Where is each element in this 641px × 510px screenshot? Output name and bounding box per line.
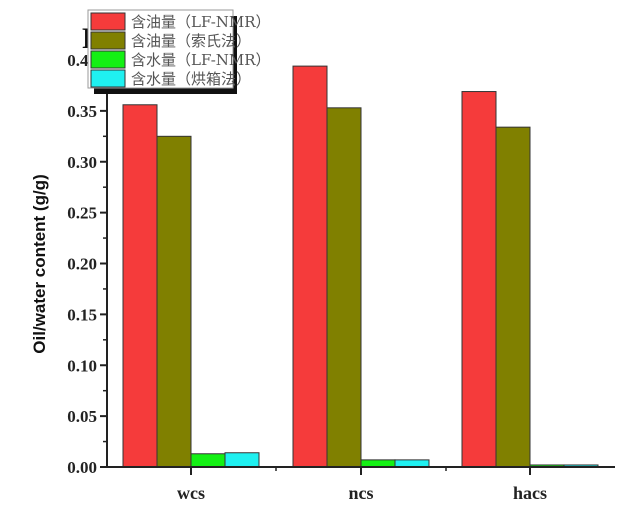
y-tick-label: 0.15 <box>67 305 97 324</box>
x-tick-label-ncs: ncs <box>348 483 373 503</box>
bar-wcs-series-4 <box>224 452 260 468</box>
legend-swatch-3 <box>90 50 126 69</box>
x-tick-label-hacs: hacs <box>513 483 547 503</box>
y-tick-label: 0.05 <box>67 407 97 426</box>
y-tick-label: 0.30 <box>67 153 97 172</box>
bar-ncs-series-4 <box>394 459 430 468</box>
legend-label-2: 含油量（索氏法） <box>131 32 251 50</box>
y-tick-label: 0.25 <box>67 204 97 223</box>
bar-ncs-series-2 <box>326 107 362 468</box>
bar-ncs-series-3 <box>360 459 396 468</box>
y-tick-label: 0.20 <box>67 255 97 274</box>
legend-swatch-2 <box>90 31 126 50</box>
legend-swatch-1 <box>90 12 126 31</box>
legend-label-4: 含水量（烘箱法） <box>131 70 251 88</box>
bar-wcs-series-2 <box>156 135 192 468</box>
bar-wcs-series-1 <box>122 104 158 468</box>
y-axis-label: Oil/water content (g/g) <box>30 174 49 353</box>
bar-hacs-series-1 <box>461 91 497 468</box>
legend-swatch-4 <box>90 69 126 88</box>
bar-hacs-series-2 <box>495 126 531 468</box>
y-tick-label: 0.00 <box>67 458 97 477</box>
legend: 含油量（LF-NMR）含油量（索氏法）含水量（LF-NMR）含水量（烘箱法） <box>87 9 271 94</box>
y-tick-label: 0.10 <box>67 356 97 375</box>
legend-label-1: 含油量（LF-NMR） <box>131 13 271 31</box>
legend-label-3: 含水量（LF-NMR） <box>131 51 271 69</box>
y-tick-label: 0.35 <box>67 102 97 121</box>
bar-wcs-series-3 <box>190 453 226 468</box>
x-tick-label-wcs: wcs <box>177 483 205 503</box>
bar-ncs-series-1 <box>292 65 328 468</box>
